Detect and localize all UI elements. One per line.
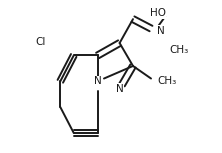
Text: N: N: [157, 26, 165, 36]
Text: CH₃: CH₃: [169, 45, 188, 55]
Text: N: N: [94, 76, 101, 86]
Text: Cl: Cl: [36, 37, 46, 47]
Text: HO: HO: [149, 8, 166, 18]
Text: N: N: [116, 84, 123, 94]
Text: CH₃: CH₃: [157, 76, 176, 86]
